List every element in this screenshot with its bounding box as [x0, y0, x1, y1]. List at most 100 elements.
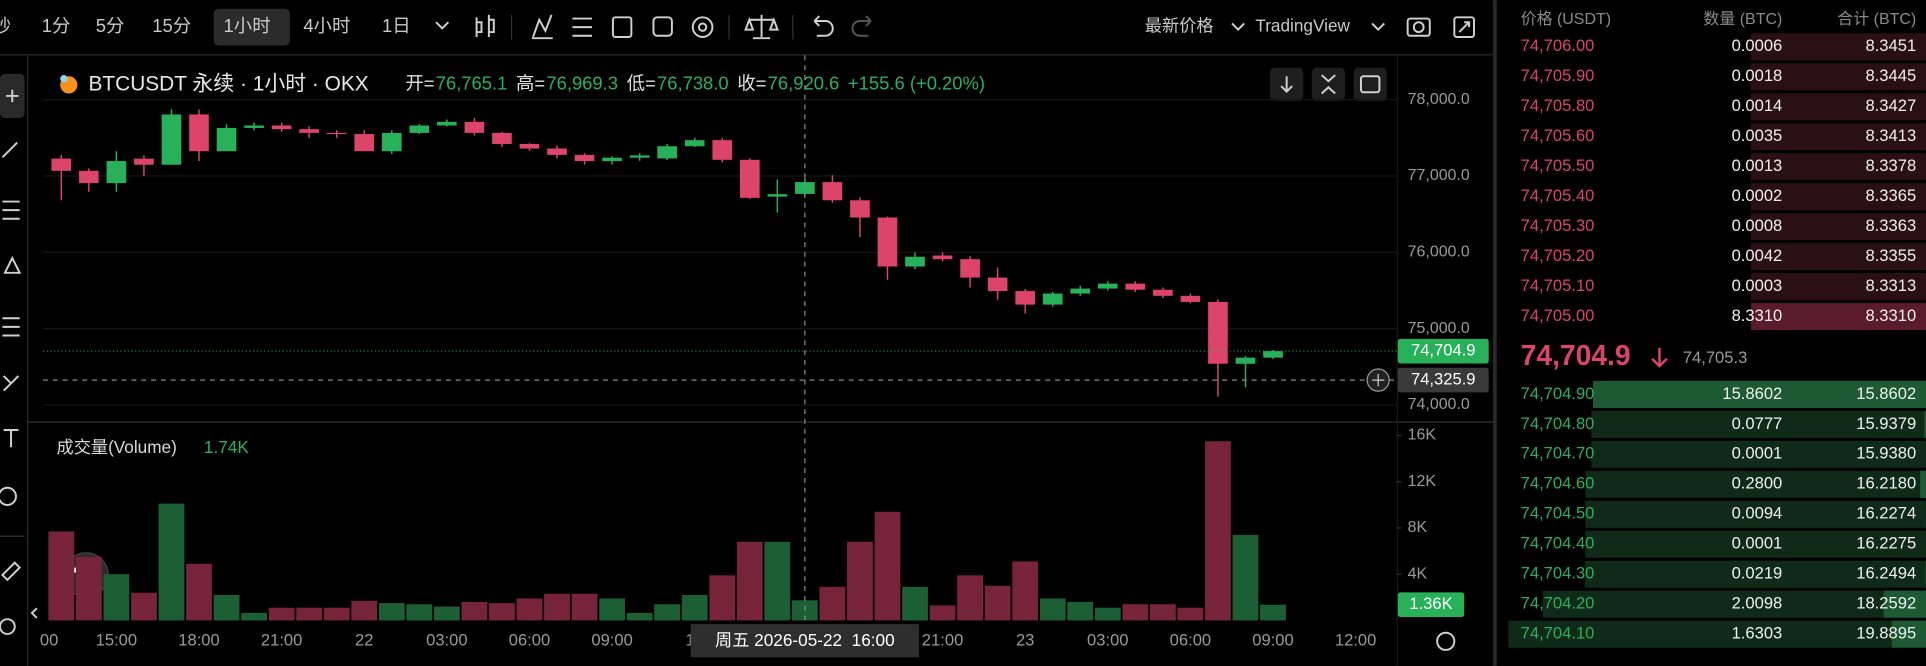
order-size[interactable]: 0.0001 [1732, 444, 1783, 463]
order-size[interactable]: 0.0013 [1732, 156, 1783, 175]
order-size[interactable]: 0.0001 [1732, 534, 1783, 553]
order-size[interactable]: 0.0002 [1732, 186, 1783, 205]
trendline-tool[interactable] [1, 141, 18, 159]
order-price[interactable]: 74,704.30 [1521, 564, 1595, 583]
crosshair-time-label: 周五 2026-05-22 16:00 [715, 630, 895, 650]
order-price[interactable]: 74,704.50 [1521, 504, 1595, 523]
price-source[interactable]: 最新价格 [1145, 16, 1214, 36]
collapse-arrow[interactable] [30, 607, 38, 619]
order-price[interactable]: 74,705.30 [1521, 216, 1595, 235]
order-price[interactable]: 74,704.90 [1521, 384, 1595, 403]
emoji-tool[interactable] [0, 486, 17, 506]
order-price[interactable]: 74,705.00 [1521, 306, 1595, 325]
text-tool[interactable] [3, 429, 19, 448]
order-price[interactable]: 74,705.20 [1521, 246, 1595, 265]
order-total[interactable]: 15.9380 [1856, 444, 1916, 463]
order-size[interactable]: 0.0006 [1732, 36, 1783, 55]
order-size[interactable]: 0.0003 [1732, 276, 1783, 295]
order-price[interactable]: 74,704.70 [1521, 444, 1595, 463]
order-size[interactable]: 8.3310 [1732, 306, 1783, 325]
settings-icon[interactable] [691, 16, 714, 38]
order-size[interactable]: 2.0098 [1732, 594, 1783, 613]
replay-icon[interactable] [652, 16, 673, 37]
interval-button[interactable]: 1小时 [224, 15, 271, 36]
order-price[interactable]: 74,705.50 [1521, 156, 1595, 175]
order-total[interactable]: 8.3310 [1865, 306, 1916, 325]
order-size[interactable]: 0.0018 [1732, 66, 1783, 85]
order-total[interactable]: 16.2275 [1856, 534, 1916, 553]
interval-button[interactable]: 1日 [382, 15, 411, 36]
order-size[interactable]: 0.0094 [1732, 504, 1783, 523]
order-size[interactable]: 0.0777 [1732, 414, 1783, 433]
order-price[interactable]: 74,704.10 [1521, 624, 1595, 643]
legend-value: 76,765.1 [436, 73, 508, 94]
order-price[interactable]: 74,704.80 [1521, 414, 1595, 433]
order-total[interactable]: 15.9379 [1856, 414, 1916, 433]
interval-button[interactable]: 4小时 [303, 15, 350, 36]
order-total[interactable]: 8.3445 [1865, 66, 1916, 85]
compare-icon[interactable] [744, 14, 779, 40]
undo-icon[interactable] [813, 15, 834, 37]
chart-provider[interactable]: TradingView [1255, 16, 1350, 36]
candle-body [960, 259, 980, 278]
collapse-button[interactable] [1311, 67, 1346, 101]
order-price[interactable]: 74,704.40 [1521, 534, 1595, 553]
order-size[interactable]: 0.0008 [1732, 216, 1783, 235]
axis-settings-icon[interactable] [1436, 631, 1456, 651]
order-total[interactable]: 8.3363 [1865, 216, 1916, 235]
pattern-tool[interactable] [3, 255, 22, 274]
order-price[interactable]: 74,705.90 [1521, 66, 1595, 85]
order-total[interactable]: 16.2180 [1856, 474, 1916, 493]
order-total[interactable]: 18.2592 [1856, 594, 1916, 613]
interval-button[interactable]: 1分 [42, 15, 71, 36]
layout-icon[interactable] [572, 17, 593, 37]
ruler-tool[interactable] [1, 561, 22, 582]
order-price[interactable]: 74,704.20 [1521, 594, 1595, 613]
order-total[interactable]: 19.8895 [1856, 624, 1916, 643]
depth-bar [1584, 560, 1926, 588]
fib-tool[interactable] [2, 200, 20, 220]
candle-style-icon[interactable] [475, 14, 495, 37]
interval-button[interactable]: 秒 [0, 15, 11, 36]
order-total[interactable]: 8.3355 [1865, 246, 1916, 265]
maximize-button[interactable] [1353, 67, 1387, 101]
order-size[interactable]: 0.0219 [1732, 564, 1783, 583]
candle-body [437, 121, 457, 126]
order-size[interactable]: 0.2800 [1732, 474, 1783, 493]
order-size[interactable]: 0.0042 [1732, 246, 1783, 265]
order-total[interactable]: 8.3451 [1865, 36, 1916, 55]
side-toolbar [0, 73, 38, 635]
order-size[interactable]: 1.6303 [1732, 624, 1783, 643]
order-size[interactable]: 0.0014 [1732, 96, 1783, 115]
brush-tool[interactable] [2, 375, 20, 392]
interval-button[interactable]: 15分 [152, 15, 191, 36]
order-total[interactable]: 8.3413 [1865, 126, 1916, 145]
order-price[interactable]: 74,705.80 [1521, 96, 1595, 115]
order-total[interactable]: 8.3313 [1865, 276, 1916, 295]
interval-dropdown[interactable] [435, 21, 450, 30]
order-total[interactable]: 8.3365 [1865, 186, 1916, 205]
alert-icon[interactable] [611, 16, 633, 38]
order-price[interactable]: 74,705.10 [1521, 276, 1595, 295]
order-price[interactable]: 74,705.60 [1521, 126, 1595, 145]
interval-button[interactable]: 5分 [96, 15, 125, 36]
redo-icon[interactable] [851, 15, 872, 37]
provider-dropdown[interactable] [1371, 22, 1386, 31]
order-size[interactable]: 0.0035 [1732, 126, 1783, 145]
screenshot-icon[interactable] [1406, 17, 1431, 37]
order-total[interactable]: 15.8602 [1856, 384, 1916, 403]
price-source-dropdown[interactable] [1231, 22, 1245, 31]
indicator-icon[interactable] [531, 14, 553, 40]
zoom-tool[interactable] [0, 618, 16, 635]
order-total[interactable]: 16.2494 [1856, 564, 1916, 583]
order-total[interactable]: 16.2274 [1856, 504, 1916, 523]
order-price[interactable]: 74,705.40 [1521, 186, 1595, 205]
prediction-tool[interactable] [2, 317, 20, 337]
order-total[interactable]: 8.3427 [1865, 96, 1916, 115]
order-price[interactable]: 74,704.60 [1521, 474, 1595, 493]
volume-bar [351, 600, 378, 621]
order-total[interactable]: 8.3378 [1865, 156, 1916, 175]
order-size[interactable]: 15.8602 [1722, 384, 1782, 403]
fullscreen-icon[interactable] [1453, 16, 1475, 38]
order-price[interactable]: 74,706.00 [1521, 36, 1595, 55]
